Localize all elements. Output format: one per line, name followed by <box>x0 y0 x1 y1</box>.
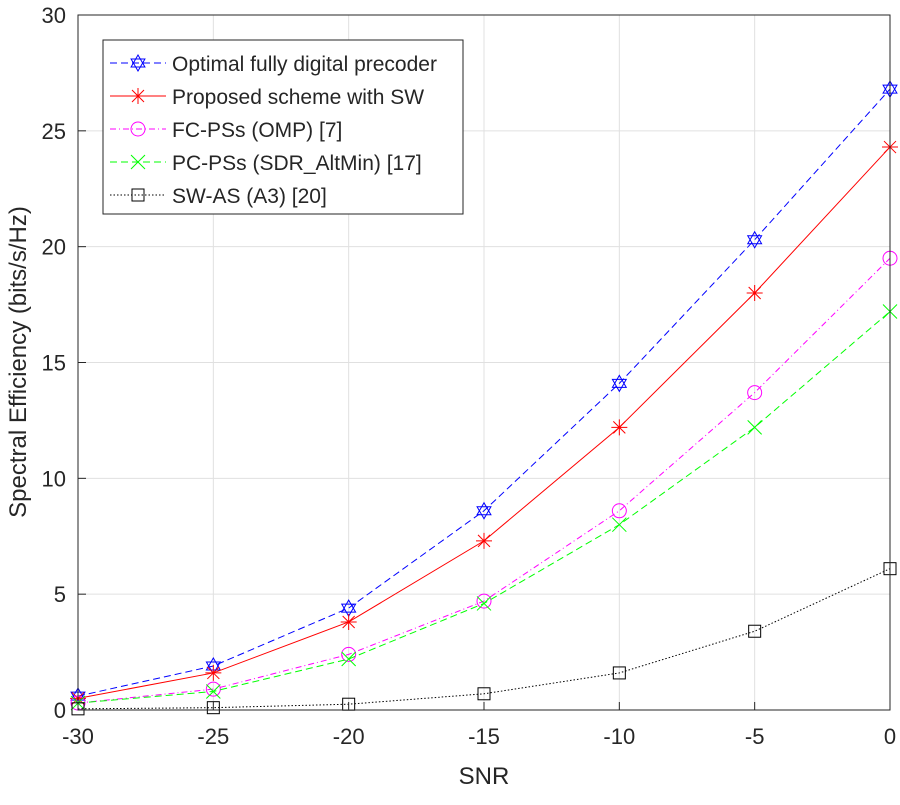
x-marker <box>130 154 146 170</box>
square-marker <box>131 188 145 202</box>
square-marker <box>206 701 220 715</box>
series-line <box>77 257 891 704</box>
circle-marker <box>341 646 357 662</box>
x-marker <box>747 420 763 435</box>
y-tick-label: 10 <box>42 466 66 491</box>
asterisk-marker <box>340 613 357 630</box>
circle-marker <box>747 385 763 401</box>
hexagram-marker <box>130 58 146 72</box>
series-layer <box>70 80 898 716</box>
asterisk-marker <box>611 419 628 436</box>
square-marker <box>612 666 626 680</box>
x-tick-label: -15 <box>468 724 500 749</box>
legend-label: Optimal fully digital precoder <box>172 53 437 76</box>
x-marker <box>205 684 221 699</box>
asterisk-marker <box>205 664 222 681</box>
x-tick-label: -10 <box>603 724 635 749</box>
x-tick-label: -5 <box>745 724 765 749</box>
ticks: -30 -25 -20 -15 -10 -5 0 0 5 10 15 20 25 30 <box>42 3 897 749</box>
circle-marker <box>205 681 221 697</box>
hexagram-marker <box>746 230 763 245</box>
legend-label: Proposed scheme with SW <box>172 86 424 109</box>
circle-marker <box>130 121 146 137</box>
hexagram-marker <box>130 54 146 68</box>
hexagram-marker <box>611 374 628 388</box>
x-marker <box>611 517 627 533</box>
legend-box <box>102 39 464 215</box>
y-tick-label: 30 <box>42 3 66 28</box>
circle-marker <box>611 503 627 519</box>
y-tick-label: 0 <box>54 698 66 723</box>
hexagram-marker <box>476 501 492 516</box>
x-axis-label: SNR <box>459 763 510 790</box>
x-tick-label: -30 <box>62 724 94 749</box>
y-axis-label: Spectral Efficiency (bits/s/Hz) <box>5 206 32 518</box>
x-tick-label: -25 <box>197 724 229 749</box>
y-tick-label: 5 <box>54 582 66 607</box>
x-tick-label: -20 <box>333 724 365 749</box>
x-marker <box>341 651 357 667</box>
series-3 <box>70 304 898 711</box>
y-tick-label: 25 <box>42 119 66 144</box>
hexagram-marker <box>340 599 357 613</box>
circle-marker <box>476 593 492 609</box>
asterisk-marker <box>130 88 146 104</box>
legend-label: PC-PSs (SDR_AltMin) [17] <box>172 152 422 175</box>
square-marker <box>748 624 762 638</box>
hexagram-marker <box>611 378 628 393</box>
square-marker <box>477 687 491 701</box>
legend: Optimal fully digital precoder Proposed s… <box>102 39 464 215</box>
x-marker <box>476 596 492 611</box>
asterisk-marker <box>476 532 492 549</box>
series-line <box>77 568 891 710</box>
y-tick-label: 20 <box>42 235 66 260</box>
hexagram-marker <box>205 661 222 675</box>
hexagram-marker <box>746 235 763 249</box>
x-tick-label: 0 <box>884 724 896 749</box>
legend-label: FC-PSs (OMP) [7] <box>172 119 342 142</box>
hexagram-marker <box>340 603 357 618</box>
hexagram-marker <box>476 506 492 520</box>
legend-label: SW-AS (A3) [20] <box>172 185 327 208</box>
asterisk-marker <box>746 285 763 301</box>
y-tick-label: 15 <box>42 351 66 376</box>
